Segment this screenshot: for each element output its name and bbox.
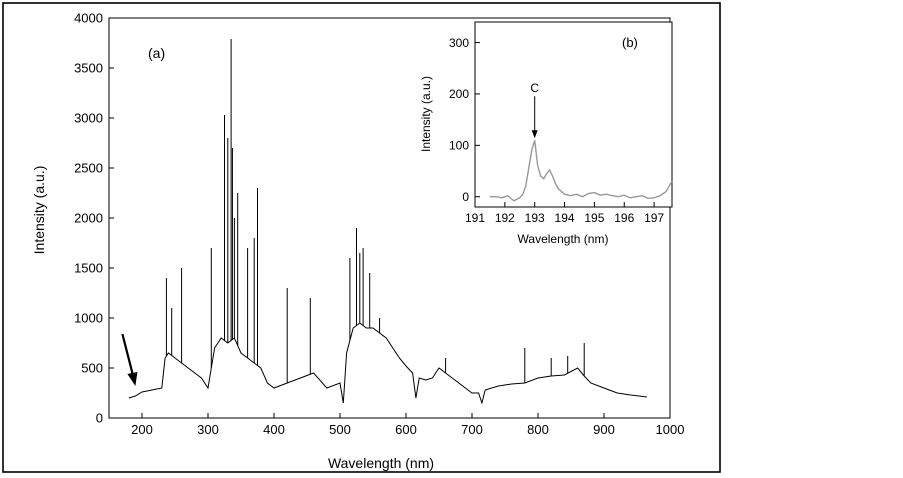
inset-plot: 0 100 200 300 191 192 193 194 195 196 197 (b) Wav… xyxy=(419,21,673,246)
x-tick-label: 800 xyxy=(527,422,549,437)
x-tick-label: 600 xyxy=(395,422,417,437)
y-tick-label: 0 xyxy=(462,190,469,204)
x-tick-label: 1000 xyxy=(656,422,685,437)
main-y-axis: 0 500 1000 1500 2000 2500 3000 3500 4000 xyxy=(74,11,114,426)
y-tick-label: 0 xyxy=(96,411,103,426)
main-y-axis-label: Intensity (a.u.) xyxy=(31,166,47,255)
main-arrow-head xyxy=(127,372,138,386)
y-tick-label: 2500 xyxy=(74,161,103,176)
y-tick-label: 3000 xyxy=(74,111,103,126)
y-tick-label: 2000 xyxy=(74,211,103,226)
x-tick-label: 196 xyxy=(614,211,634,225)
inset-y-axis: 0 100 200 300 xyxy=(449,36,480,204)
x-tick-label: 300 xyxy=(197,422,219,437)
y-tick-label: 3500 xyxy=(74,61,103,76)
x-tick-label: 193 xyxy=(525,211,545,225)
main-x-axis-label: Wavelength (nm) xyxy=(328,455,434,471)
inset-x-axis-label: Wavelength (nm) xyxy=(518,232,609,246)
y-tick-label: 100 xyxy=(449,139,469,153)
y-tick-label: 200 xyxy=(449,87,469,101)
x-tick-label: 700 xyxy=(461,422,483,437)
x-tick-label: 191 xyxy=(465,211,485,225)
x-tick-label: 500 xyxy=(329,422,351,437)
x-tick-label: 400 xyxy=(263,422,285,437)
x-tick-label: 200 xyxy=(131,422,153,437)
main-arrow xyxy=(121,333,138,386)
x-tick-label: 194 xyxy=(555,211,575,225)
main-panel-label: (a) xyxy=(148,45,165,61)
main-arrow-shaft xyxy=(121,333,135,378)
main-series-peaks xyxy=(165,39,585,383)
inset-panel-label: (b) xyxy=(622,35,638,50)
inset-x-axis: 191 192 193 194 195 196 197 xyxy=(465,202,664,225)
inset-y-axis-label: Intensity (a.u.) xyxy=(419,76,433,152)
figure-frame xyxy=(2,2,721,473)
inset-annotation-c: C xyxy=(530,81,539,95)
y-tick-label: 500 xyxy=(81,361,103,376)
y-tick-label: 4000 xyxy=(74,11,103,26)
x-tick-label: 197 xyxy=(644,211,664,225)
inset-plot-area xyxy=(474,21,673,208)
x-tick-label: 192 xyxy=(495,211,515,225)
inset-series-line xyxy=(489,140,673,202)
x-tick-label: 195 xyxy=(584,211,604,225)
y-tick-label: 300 xyxy=(449,36,469,50)
y-tick-label: 1500 xyxy=(74,261,103,276)
main-x-axis: 200 300 400 500 600 700 800 900 1000 xyxy=(131,413,684,437)
x-tick-label: 900 xyxy=(593,422,615,437)
inset-annotation-arrowhead xyxy=(531,130,538,139)
y-tick-label: 1000 xyxy=(74,311,103,326)
main-series-line xyxy=(128,322,647,405)
